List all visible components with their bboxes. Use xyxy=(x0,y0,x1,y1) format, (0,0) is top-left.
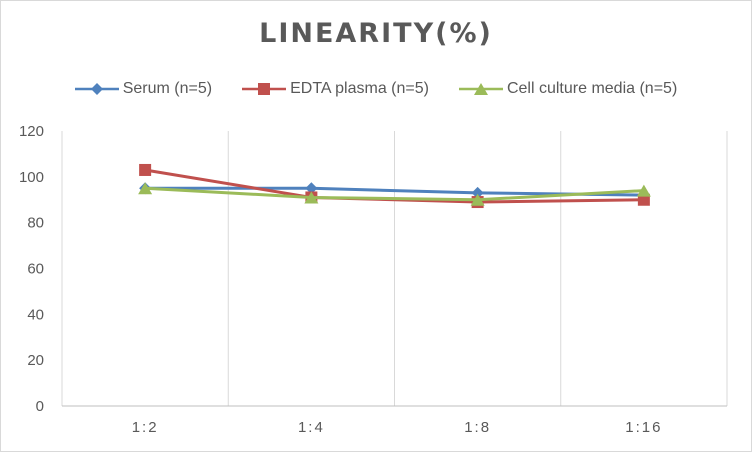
y-tick-label: 0 xyxy=(36,398,44,415)
chart-legend: Serum (n=5) EDTA plasma (n=5) Cell cultu… xyxy=(0,80,752,98)
x-tick-label: 1:4 xyxy=(298,419,325,436)
y-tick-label: 100 xyxy=(19,169,44,186)
y-tick-label: 40 xyxy=(27,306,44,323)
data-point-triangle xyxy=(138,182,153,195)
data-point-diamond xyxy=(305,182,318,195)
y-tick-label: 80 xyxy=(27,215,44,232)
legend-marker-square xyxy=(242,83,287,95)
legend-label-edta-plasma: EDTA plasma (n=5) xyxy=(290,80,429,97)
y-tick-label: 20 xyxy=(27,352,44,369)
series-line xyxy=(145,186,644,202)
data-point-triangle xyxy=(636,184,651,197)
legend-label-cell-culture-media: Cell culture media (n=5) xyxy=(506,80,678,97)
chart-title: LINEARITY(%) xyxy=(259,18,493,49)
legend-marker-diamond xyxy=(74,83,119,95)
y-tick-label: 120 xyxy=(19,123,44,140)
data-point-square xyxy=(637,193,650,206)
data-point-square xyxy=(139,163,152,176)
data-point-triangle xyxy=(304,191,319,204)
legend-item-serum: Serum (n=5) xyxy=(74,80,213,98)
legend-item-edta-plasma: EDTA plasma (n=5) xyxy=(242,80,429,98)
legend-label-serum: Serum (n=5) xyxy=(122,80,213,97)
x-tick-label: 1:2 xyxy=(132,419,159,436)
data-point-diamond xyxy=(471,186,484,199)
legend-item-cell-culture-media: Cell culture media (n=5) xyxy=(458,80,678,98)
y-tick-label: 60 xyxy=(27,261,44,278)
data-point-triangle xyxy=(470,193,485,206)
x-tick-label: 1:16 xyxy=(625,419,662,436)
legend-marker-triangle xyxy=(458,83,503,95)
x-tick-label: 1:8 xyxy=(464,419,491,436)
